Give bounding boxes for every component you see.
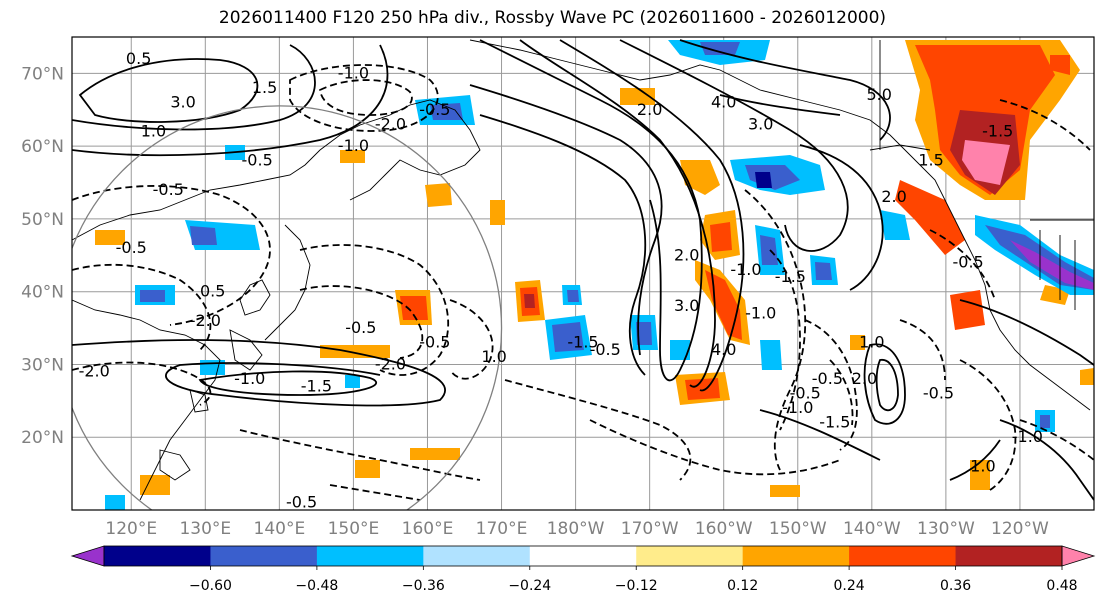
longitude-tick-label: 140°E (254, 519, 306, 539)
colorbar-tick-label: 0.12 (727, 578, 758, 594)
colorbar-tick-label: −0.60 (189, 578, 232, 594)
map-title: 2026011400 F120 250 hPa div., Rossby Wav… (218, 8, 887, 28)
contour-value-label: -0.5 (286, 493, 317, 512)
contour-value-label: 1.5 (918, 151, 943, 170)
colorbar-segment (316, 546, 424, 566)
longitude-tick-label: 130°W (917, 519, 975, 539)
colorbar-extend-low (70, 545, 105, 567)
colorbar-tick-label: −0.48 (295, 578, 338, 594)
contour-value-label: -2.0 (375, 114, 406, 133)
contour-value-label: -0.5 (590, 340, 621, 359)
latitude-labels: 20°N 30°N 40°N 50°N 60°N 70°N (21, 64, 64, 448)
contour-value-label: -1.5 (775, 267, 806, 286)
contour-value-label: 2.0 (852, 369, 877, 388)
longitude-tick-label: 170°W (621, 519, 679, 539)
contour-value-label: -1.0 (1012, 427, 1043, 446)
contour-value-label: -1.5 (567, 333, 598, 352)
longitude-tick-label: 130°E (179, 519, 231, 539)
longitude-tick-label: 160°W (695, 519, 753, 539)
contour-value-label: 2.0 (881, 187, 906, 206)
latitude-tick-label: 40°N (21, 283, 64, 303)
contour-value-label: 3.0 (674, 296, 699, 315)
latitude-tick-label: 30°N (21, 355, 64, 375)
colorbar-segment (423, 546, 531, 566)
contour-value-label: 0.5 (126, 49, 151, 68)
longitude-tick-label: 120°E (105, 519, 157, 539)
longitude-tick-label: 170°E (476, 519, 528, 539)
colorbar-segment (849, 546, 957, 566)
contour-value-label: -0.5 (419, 100, 450, 119)
contour-value-label: -0.5 (116, 238, 147, 257)
colorbar-segment (529, 546, 637, 566)
rossby-wave-region-circle (72, 105, 503, 510)
colorbar-tick-label: −0.36 (402, 578, 445, 594)
latitude-tick-label: 50°N (21, 210, 64, 230)
colorbar-tick-label: 0.24 (834, 578, 865, 594)
latitude-tick-label: 70°N (21, 64, 64, 84)
contour-value-label: -1.0 (730, 260, 761, 279)
contour-value-label: 1.0 (481, 347, 506, 366)
longitude-tick-label: 180°W (547, 519, 605, 539)
longitude-tick-label: 140°W (843, 519, 901, 539)
contour-value-label: 0.5 (200, 282, 225, 301)
contour-value-label: -0.5 (812, 369, 843, 388)
coastlines (72, 39, 1094, 501)
contour-value-label: -0.5 (345, 318, 376, 337)
colorbar-segment (636, 546, 744, 566)
colorbar-extend-high (1061, 545, 1096, 567)
contour-value-label: 1.0 (859, 333, 884, 352)
contour-value-label: -1.0 (338, 63, 369, 82)
contour-value-label: -2.0 (375, 354, 406, 373)
contour-value-label: 4.0 (711, 92, 736, 111)
contour-value-label: -1.5 (301, 376, 332, 395)
colorbar: −0.60 −0.48 −0.36 −0.24 −0.12 0.12 0.24 0.36 0.4… (70, 545, 1096, 594)
longitude-tick-label: 150°E (328, 519, 380, 539)
contour-value-label: -1.0 (234, 369, 265, 388)
contour-value-label: -1.5 (982, 122, 1013, 141)
colorbar-tick-label: −0.24 (508, 578, 551, 594)
colorbar-tick-label: 0.36 (940, 578, 971, 594)
contour-lines (72, 39, 1094, 501)
contour-value-label: 2.0 (674, 245, 699, 264)
contour-value-label: -1.5 (819, 413, 850, 432)
contour-value-label: -0.5 (419, 333, 450, 352)
contour-value-label: 5.0 (867, 85, 892, 104)
colorbar-outline (103, 545, 1063, 567)
colorbar-segment (104, 546, 211, 566)
divergence-shading (95, 40, 1094, 510)
contour-value-label: -2.0 (79, 362, 110, 381)
contour-value-label: 1.0 (141, 122, 166, 141)
colorbar-segment (742, 546, 850, 566)
contour-value-label: -0.5 (242, 151, 273, 170)
colorbar-segment (210, 546, 318, 566)
longitude-tick-label: 150°W (769, 519, 827, 539)
colorbar-tick-label: −0.12 (615, 578, 658, 594)
contour-value-label: -2.0 (190, 311, 221, 330)
contour-value-label: 2.0 (637, 100, 662, 119)
contour-value-label: 4.0 (711, 340, 736, 359)
longitude-labels: 120°E 130°E 140°E 150°E 160°E 170°E 180°W 170°W… (105, 519, 1049, 539)
latitude-tick-label: 20°N (21, 428, 64, 448)
contour-value-label: -1.0 (745, 304, 776, 323)
latitude-tick-label: 60°N (21, 137, 64, 157)
colorbar-tick-label: 0.48 (1046, 578, 1077, 594)
contour-value-label: -0.5 (923, 384, 954, 403)
colorbar-segment (955, 546, 1063, 566)
longitude-tick-label: 160°E (402, 519, 454, 539)
contour-labels: 3.01.01.50.5-1.0-2.0-1.0-0.5-0.5-0.5-0.5… (79, 49, 1043, 512)
contour-value-label: 3.0 (170, 92, 195, 111)
map-frame (71, 36, 1095, 511)
contour-value-label: -1.0 (782, 398, 813, 417)
contour-value-label: -1.0 (338, 136, 369, 155)
contour-value-label: 1.5 (252, 78, 277, 97)
contour-value-label: -0.5 (952, 253, 983, 272)
contour-value-label: -0.5 (790, 384, 821, 403)
contour-value-label: 3.0 (748, 114, 773, 133)
longitude-tick-label: 120°W (991, 519, 1049, 539)
contour-value-label: 1.0 (970, 456, 995, 475)
contour-value-label: -0.5 (153, 180, 184, 199)
